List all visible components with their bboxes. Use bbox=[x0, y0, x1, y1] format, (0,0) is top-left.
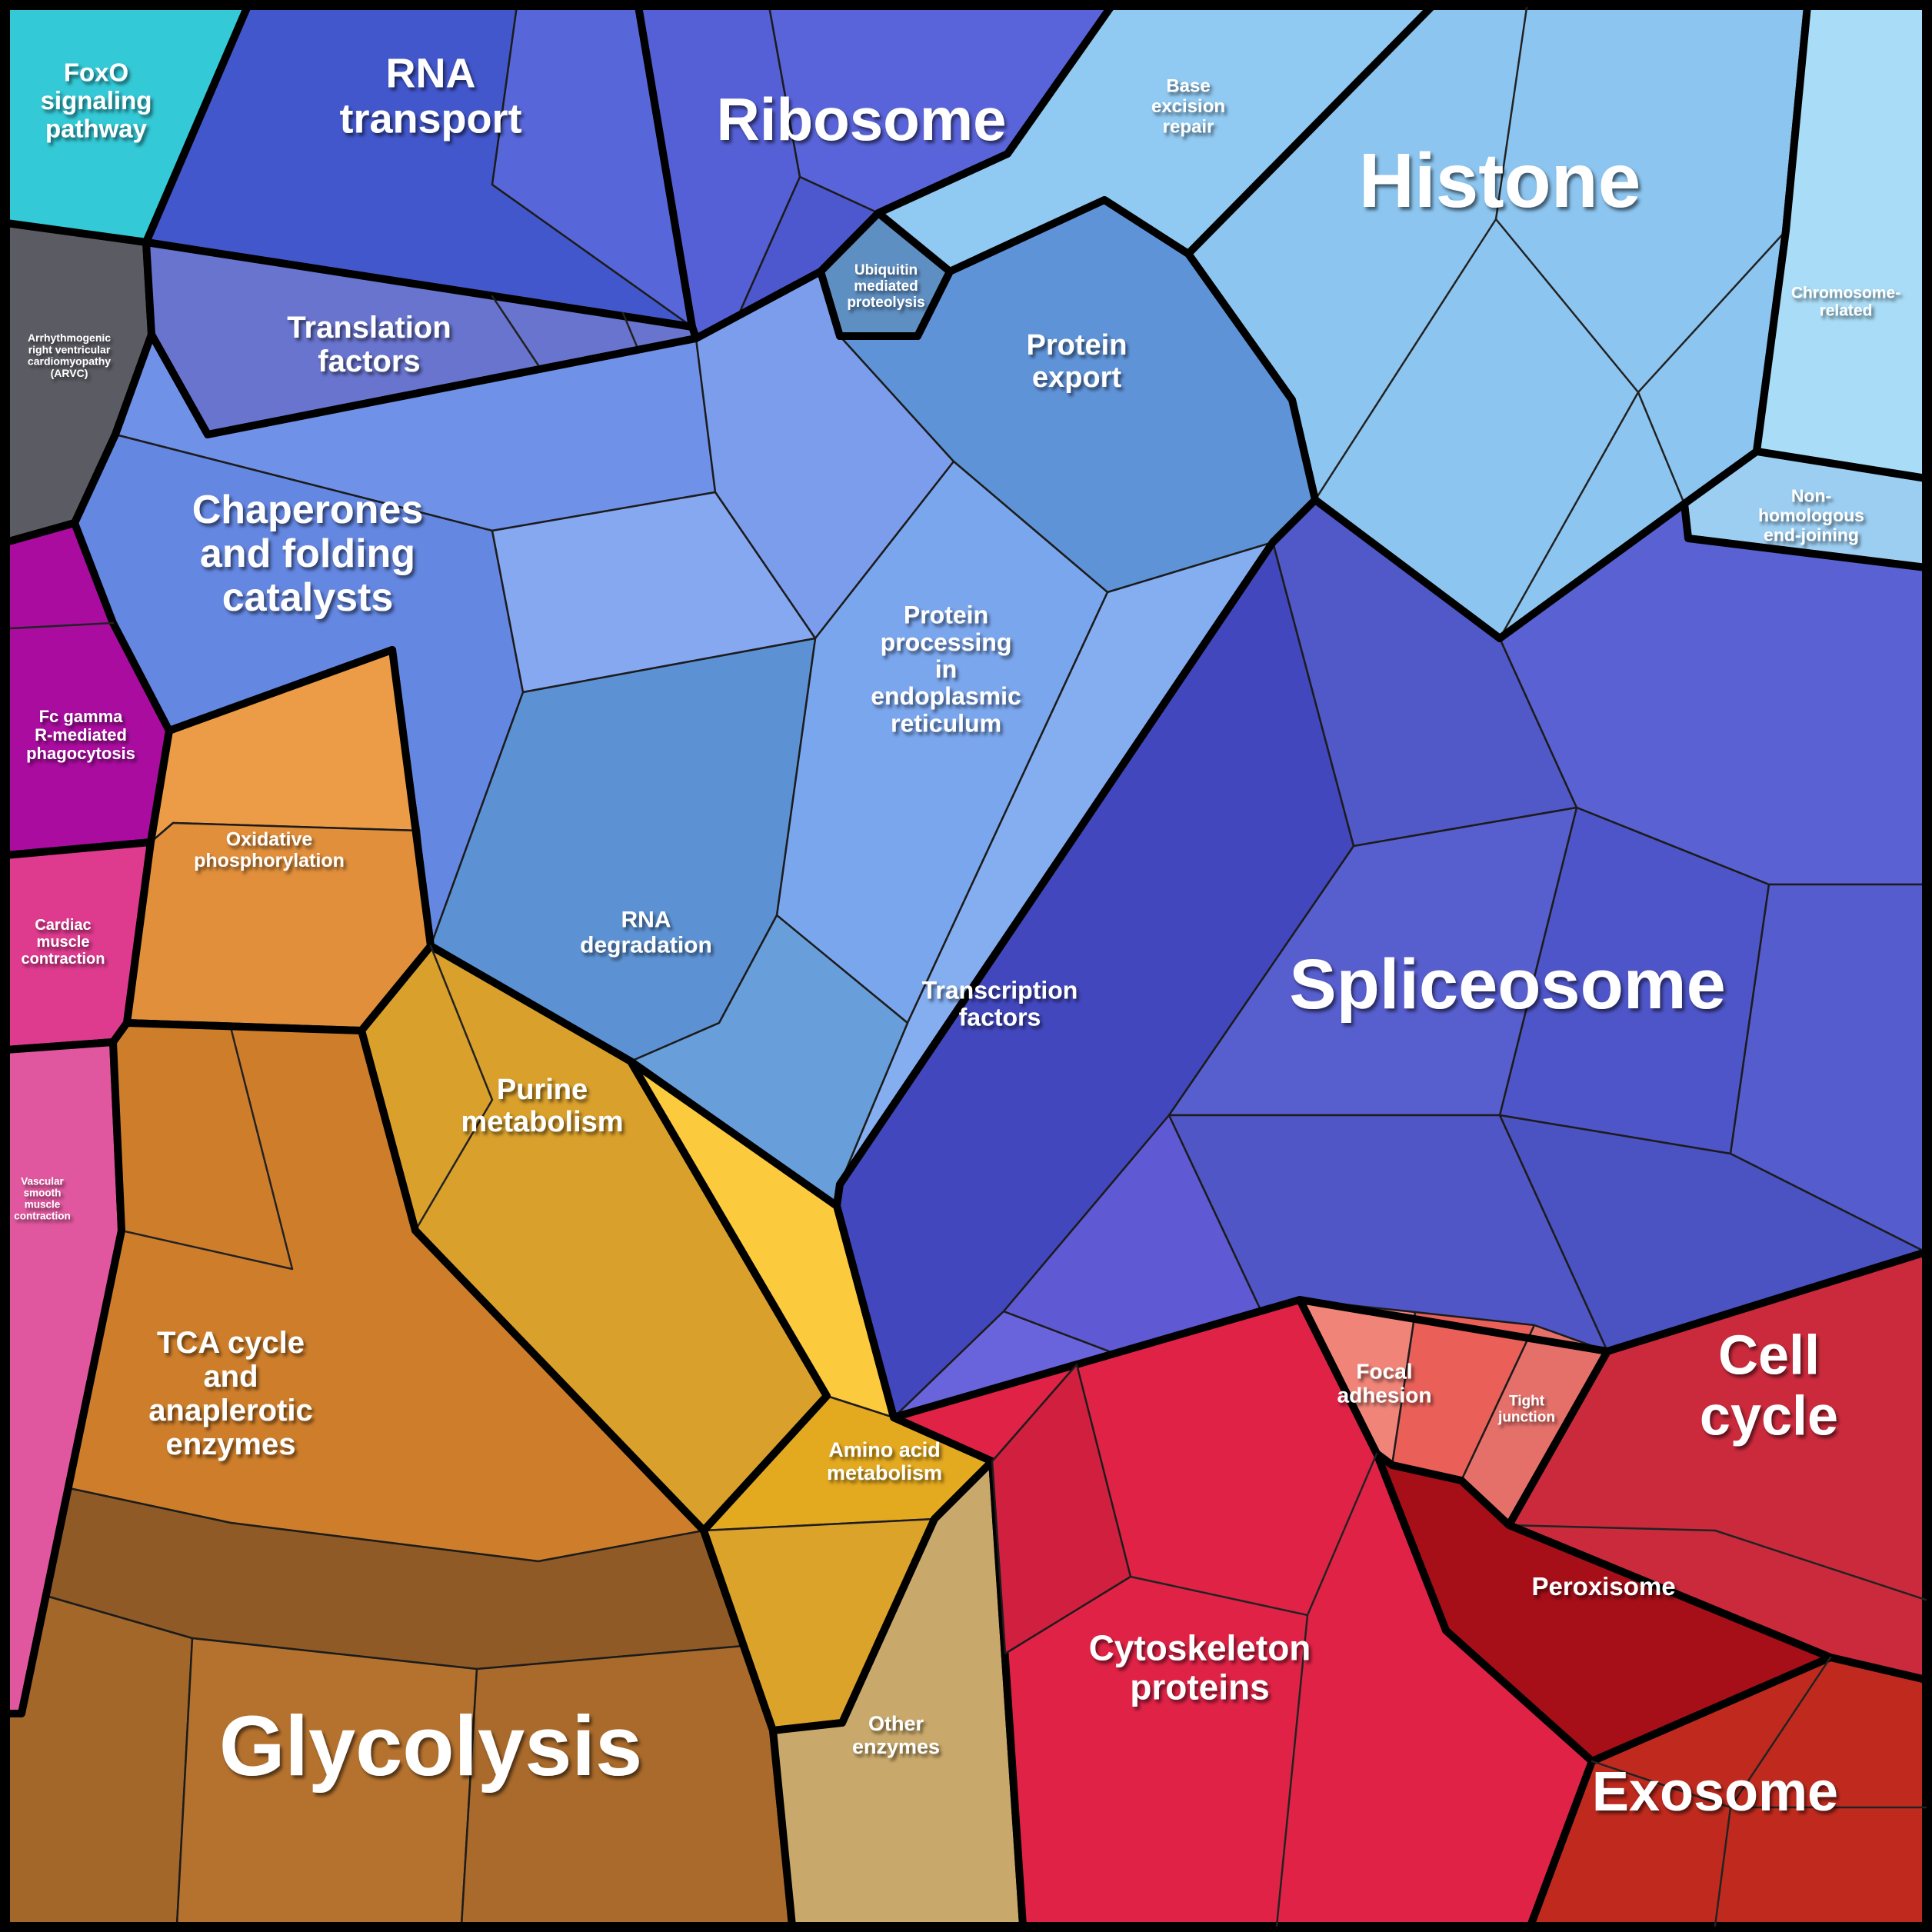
label-cardiac: Cardiac muscle contraction bbox=[22, 917, 105, 968]
region-exosome bbox=[1527, 1654, 1930, 1930]
translation-subline-2 bbox=[621, 311, 640, 351]
label-vascular: Vascular smooth muscle contraction bbox=[14, 1175, 71, 1221]
fc-gamma-subline bbox=[9, 621, 115, 630]
label-purine: Purine metabolism bbox=[461, 1074, 623, 1138]
label-histone: Histone bbox=[1359, 138, 1641, 224]
label-fc-gamma: Fc gamma R-mediated phagocytosis bbox=[26, 706, 135, 762]
label-foxo: FoxO signaling pathway bbox=[41, 58, 152, 142]
label-peroxisome: Peroxisome bbox=[1531, 1572, 1675, 1601]
label-oxphos: Oxidative phosphorylation bbox=[194, 828, 345, 871]
tca-subline bbox=[120, 1026, 294, 1271]
label-amino-acid: Amino acid metabolism bbox=[827, 1438, 942, 1484]
label-tight-junction: Tight junction bbox=[1497, 1393, 1555, 1425]
region-ubiquitin-proteolysis bbox=[817, 209, 954, 340]
label-translation-factors: Translation factors bbox=[287, 311, 451, 378]
translation-subline-1 bbox=[491, 295, 540, 367]
label-rna-transport: RNA transport bbox=[339, 50, 521, 142]
label-protein-export: Protein export bbox=[1027, 329, 1128, 394]
label-protein-processing-er: Protein processing in endoplasmic reticulum bbox=[871, 601, 1021, 738]
label-tca: TCA cycle and anaplerotic enzymes bbox=[148, 1326, 312, 1461]
label-exosome: Exosome bbox=[1592, 1761, 1838, 1823]
label-nhej: Non-homologous end-joining bbox=[1758, 486, 1864, 545]
cytoskeleton-subline-2 bbox=[1275, 1614, 1309, 1927]
label-transcription-factors: Transcription factors bbox=[922, 976, 1078, 1031]
label-ubiquitin: Ubiquitin mediated proteolysis bbox=[847, 262, 924, 311]
cell-cycle-subline bbox=[1507, 1524, 1927, 1601]
histone-subline-3 bbox=[1637, 229, 1787, 394]
purine-subline bbox=[414, 944, 494, 1232]
label-chaperones: Chaperones and folding catalysts bbox=[192, 488, 424, 620]
exosome-subline-2 bbox=[1714, 1806, 1732, 1927]
label-base-excision-repair: Base excision repair bbox=[1151, 75, 1225, 137]
histone-subline-4 bbox=[1498, 391, 1640, 640]
label-spliceosome: Spliceosome bbox=[1289, 945, 1726, 1024]
label-arvc: Arrhythmogenic right ventricular cardiomyo… bbox=[28, 331, 111, 379]
label-other-enzymes: Other enzymes bbox=[852, 1712, 940, 1758]
label-rna-degradation: RNA degradation bbox=[580, 907, 712, 958]
label-glycolysis: Glycolysis bbox=[219, 1699, 642, 1794]
label-chromosome-related: Chromosome-related bbox=[1791, 284, 1900, 319]
label-cell-cycle: Cell cycle bbox=[1700, 1324, 1838, 1447]
label-focal-adhesion: Focal adhesion bbox=[1337, 1359, 1432, 1407]
label-ribosome: Ribosome bbox=[716, 85, 1006, 153]
label-cytoskeleton: Cytoskeleton proteins bbox=[1089, 1628, 1311, 1707]
